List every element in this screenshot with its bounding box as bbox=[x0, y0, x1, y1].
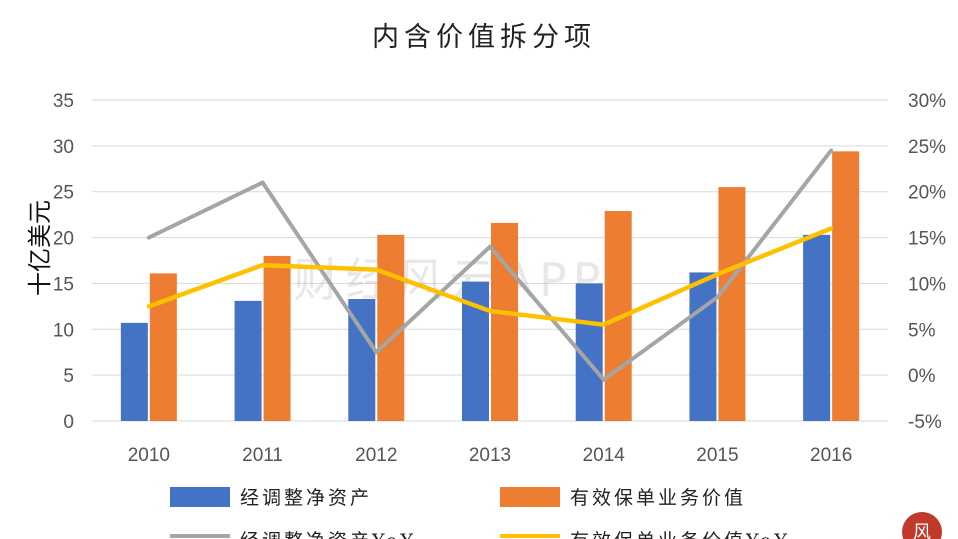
line-point bbox=[601, 322, 606, 327]
x-tick-label: 2014 bbox=[583, 445, 626, 466]
y-tick-label: 0 bbox=[63, 412, 74, 433]
legend-adjusted-net-assets: 经调整净资产 bbox=[170, 487, 372, 509]
line-point bbox=[601, 377, 606, 382]
legend: 经调整净资产 有效保单业务价值经调整净资产YoY 有效保单业务价值YoY bbox=[170, 487, 790, 539]
y2-tick-label: 15% bbox=[908, 229, 946, 250]
legend-label: 经调整净资产 bbox=[240, 487, 372, 509]
y-tick-label: 25 bbox=[53, 183, 74, 204]
x-tick-label: 2013 bbox=[469, 445, 511, 466]
legend-swatch bbox=[170, 487, 230, 507]
bar-in-force-value bbox=[263, 255, 291, 421]
x-axis-ticks: 2010 2011 2012 2013 2014 2015 2016 bbox=[128, 445, 853, 466]
line-point bbox=[488, 308, 492, 313]
x-tick-label: 2016 bbox=[810, 445, 852, 466]
y2-tick-label: 5% bbox=[908, 320, 936, 341]
legend-label: 有效保单业务价值 bbox=[570, 487, 746, 509]
line-point bbox=[715, 295, 720, 300]
bar-in-force-value bbox=[832, 151, 860, 422]
line-point bbox=[146, 304, 151, 309]
badge-circle bbox=[902, 512, 942, 539]
bar-adjusted-net-assets bbox=[234, 300, 262, 421]
y-tick-label: 30 bbox=[53, 137, 74, 158]
bar-series bbox=[120, 151, 860, 422]
line-point bbox=[715, 272, 720, 277]
y2-tick-label: 30% bbox=[908, 91, 946, 112]
chart-title: 内含价值拆分项 bbox=[372, 22, 596, 53]
y-tick-label: 20 bbox=[53, 229, 74, 250]
line-point bbox=[260, 180, 265, 185]
watermark: 财经风云APP bbox=[294, 253, 607, 307]
badge-text: 风 bbox=[913, 522, 931, 539]
y-tick-label: 5 bbox=[63, 366, 74, 387]
legend-label: 经调整净资产YoY bbox=[240, 530, 416, 539]
y-axis-label: 十亿美元 bbox=[26, 200, 54, 296]
line-point bbox=[374, 350, 379, 355]
line-point bbox=[829, 148, 834, 153]
x-tick-label: 2011 bbox=[242, 445, 283, 466]
x-tick-label: 2010 bbox=[128, 445, 170, 466]
bar-adjusted-net-assets bbox=[803, 234, 831, 421]
y2-tick-label: 20% bbox=[908, 183, 946, 204]
y-tick-label: 15 bbox=[53, 274, 74, 295]
y-tick-label: 10 bbox=[53, 320, 74, 341]
line-point bbox=[488, 244, 492, 249]
line-series bbox=[146, 148, 834, 382]
line-point bbox=[146, 235, 151, 240]
legend-adjusted-net-assets-yoy: 经调整净资产YoY bbox=[170, 530, 416, 539]
right-axis-ticks: -5% 0% 5% 10% 15% 20% 25% 30% bbox=[908, 91, 946, 433]
legend-in-force-value: 有效保单业务价值 bbox=[500, 487, 746, 509]
y2-tick-label: 10% bbox=[908, 274, 946, 295]
watermark-text: 财经风云APP bbox=[294, 253, 607, 307]
x-tick-label: 2015 bbox=[696, 445, 738, 466]
y-axis-label-text: 十亿美元 bbox=[26, 200, 54, 296]
left-axis-ticks: 0 5 10 15 20 25 30 35 bbox=[53, 91, 74, 433]
brand-badge: 风 bbox=[902, 512, 942, 539]
x-tick-label: 2012 bbox=[355, 445, 397, 466]
legend-swatch bbox=[500, 487, 560, 507]
gridlines bbox=[92, 99, 888, 422]
legend-label: 有效保单业务价值YoY bbox=[570, 530, 790, 539]
line-point bbox=[829, 226, 834, 231]
y-tick-label: 35 bbox=[53, 91, 74, 112]
y2-tick-label: 25% bbox=[908, 137, 946, 158]
legend-in-force-value-yoy: 有效保单业务价值YoY bbox=[500, 530, 790, 539]
bar-adjusted-net-assets bbox=[689, 272, 717, 421]
line-point bbox=[374, 267, 379, 272]
line-point bbox=[260, 263, 265, 268]
bar-in-force-value bbox=[718, 187, 746, 421]
bar-adjusted-net-assets bbox=[120, 322, 148, 421]
y2-tick-label: 0% bbox=[908, 366, 936, 387]
y2-tick-label: -5% bbox=[908, 412, 942, 433]
